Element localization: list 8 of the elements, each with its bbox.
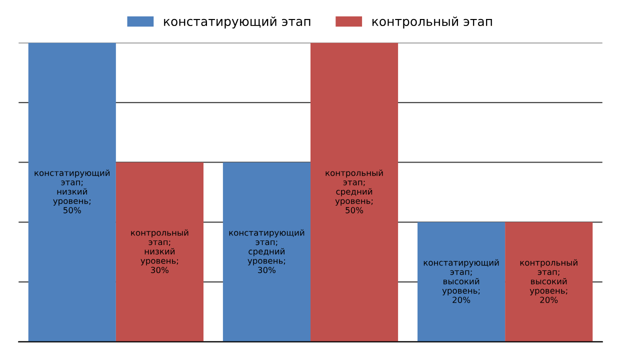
data-label: контрольный этап; низкий уровень; 30% [131, 229, 188, 274]
legend-label: констатирующий этап [164, 16, 310, 28]
data-label: контрольный этап; высокий уровень; 20% [520, 259, 578, 304]
legend-label: контрольный этап [372, 16, 492, 28]
data-label: констатирующий этап; средний уровень; 30% [229, 229, 304, 274]
data-label: констатирующий этап; низкий уровень; 50% [34, 170, 110, 214]
data-label: констатирующий этап; высокий уровень; 20% [424, 259, 499, 304]
data-label: контрольный этап; средний уровень; 50% [326, 170, 383, 214]
